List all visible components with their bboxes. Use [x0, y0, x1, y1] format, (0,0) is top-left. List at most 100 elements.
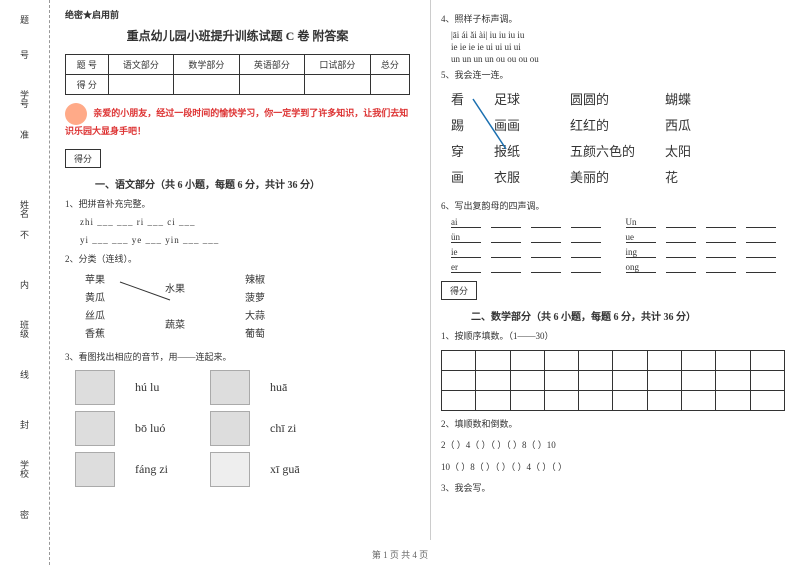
left-column: 绝密★启用前 重点幼儿园小班提升训练试题 C 卷 附答案 题 号 语文部分 数学… [55, 0, 420, 540]
match-item: 报纸 [494, 139, 520, 165]
td: 得 分 [66, 75, 109, 95]
q2-mid: 水果 蔬菜 [165, 272, 185, 344]
watermelon-icon [210, 370, 250, 405]
score-table: 题 号 语文部分 数学部分 英语部分 口试部分 总分 得 分 [65, 54, 410, 95]
bind-label: 号 [18, 50, 31, 59]
match-item: 红红的 [570, 113, 635, 139]
number-grid [441, 350, 785, 411]
q5-g1-right: 足球 画画 报纸 衣服 [494, 87, 520, 191]
pineapple-icon [75, 370, 115, 405]
q5-g2-left: 圆圆的 红红的 五颜六色的 美丽的 [570, 87, 635, 191]
q6-row: ün ue [451, 232, 785, 243]
match-item: 美丽的 [570, 165, 635, 191]
match-item: 香蕉 [85, 326, 105, 344]
secrecy-label: 绝密★启用前 [65, 8, 410, 21]
q6-row: ai Un [451, 217, 785, 228]
td [239, 75, 305, 95]
page-title: 重点幼儿园小班提升训练试题 C 卷 附答案 [65, 27, 410, 44]
q6-row: er ong [451, 262, 785, 273]
right-column: 4、照样子标声调。 |āi ái ǎi ài| iu iu iu iu ie i… [430, 0, 795, 540]
match-item: 花 [665, 165, 691, 191]
pinyin: chī zi [270, 421, 325, 436]
m1-label: 1、按顺序填数。（1——30） [441, 329, 785, 343]
child-icon [65, 103, 87, 125]
q5-g1-left: 看 踢 穿 画 [451, 87, 464, 191]
match-item: 看 [451, 87, 464, 113]
td [305, 75, 371, 95]
td [108, 75, 174, 95]
pinyin: xī guā [270, 462, 325, 477]
m2-line1: 2（ ）4（ ）（ ）（ ）8（ ）10 [441, 437, 785, 453]
bind-label: 班级 [18, 320, 31, 338]
intro-content: 亲爱的小朋友，经过一段时间的愉快学习，你一定学到了许多知识，让我们去知识乐园大显… [65, 108, 408, 136]
gourd-icon [75, 452, 115, 487]
match-item: 穿 [451, 139, 464, 165]
match-item: 苹果 [85, 272, 105, 290]
match-item: 葡萄 [245, 326, 265, 344]
q2-right: 辣椒 菠萝 大蒜 葡萄 [245, 272, 265, 344]
bind-label: 姓名 [18, 200, 31, 218]
match-item: 踢 [451, 113, 464, 139]
q2-match: 苹果 黄瓜 丝瓜 香蕉 水果 蔬菜 辣椒 菠萝 大蒜 葡萄 [85, 272, 410, 344]
q5-label: 5、我会连一连。 [441, 68, 785, 82]
q5-g2-right: 蝴蝶 西瓜 太阳 花 [665, 87, 691, 191]
match-item: 西瓜 [665, 113, 691, 139]
match-item: 蝴蝶 [665, 87, 691, 113]
bind-label: 题 [18, 15, 31, 24]
house-icon [75, 411, 115, 446]
pic-row: fáng zi xī guā [75, 452, 410, 487]
q1-line: zhi ___ ___ ri ___ ci ___ [80, 215, 410, 229]
bind-label: 内 [18, 280, 31, 289]
q4-line: |āi ái ǎi ài| iu iu iu iu [451, 30, 785, 40]
flower-icon [210, 411, 250, 446]
td [370, 75, 409, 95]
bind-label: 封 [18, 420, 31, 429]
intro-text: 亲爱的小朋友，经过一段时间的愉快学习，你一定学到了许多知识，让我们去知识乐园大显… [65, 103, 410, 139]
bind-label: 学校 [18, 460, 31, 478]
match-item: 太阳 [665, 139, 691, 165]
th: 数学部分 [174, 55, 240, 75]
match-item: 水果 [165, 281, 185, 299]
bind-label: 不 [18, 230, 31, 239]
m2-line2: 10（ ）8（ ）（ ）（ ）4（ ）（ ） [441, 459, 785, 475]
q2-label: 2、分类（连线）。 [65, 252, 410, 266]
q6-label: 6、写出复韵母的四声调。 [441, 199, 785, 213]
pic-row: bō luó chī zi [75, 411, 410, 446]
q4-line: un un un un ou ou ou ou [451, 54, 785, 64]
match-lines-svg [85, 272, 335, 352]
q4-line: ie ie ie ie ui ui ui ui [451, 42, 785, 52]
match-item: 衣服 [494, 165, 520, 191]
th: 英语部分 [239, 55, 305, 75]
q3-area: hú lu huā bō luó chī zi fáng zi xī guā [75, 370, 410, 487]
th: 题 号 [66, 55, 109, 75]
pic-row: hú lu huā [75, 370, 410, 405]
m2-label: 2、填顺数和倒数。 [441, 417, 785, 431]
td [174, 75, 240, 95]
match-item: 画画 [494, 113, 520, 139]
match-item: 菠萝 [245, 290, 265, 308]
q1-line: yi ___ ___ ye ___ yin ___ ___ [80, 233, 410, 247]
q4-label: 4、照样子标声调。 [441, 12, 785, 26]
match-item: 画 [451, 165, 464, 191]
q2-left: 苹果 黄瓜 丝瓜 香蕉 [85, 272, 105, 344]
bind-label: 密 [18, 510, 31, 519]
binding-margin: 题 号 学号 准 姓名 不 内 班级 线 封 学校 密 [0, 0, 50, 565]
match-item: 大蒜 [245, 308, 265, 326]
ruler-icon [210, 452, 250, 487]
q5-match: 看 踢 穿 画 足球 画画 报纸 衣服 圆圆的 红红的 五颜六色的 美丽的 蝴蝶… [451, 87, 785, 191]
section-1-title: 一、语文部分（共 6 小题，每题 6 分，共计 36 分） [95, 176, 410, 191]
th: 口试部分 [305, 55, 371, 75]
match-item: 辣椒 [245, 272, 265, 290]
match-item: 丝瓜 [85, 308, 105, 326]
bind-label: 学号 [18, 90, 31, 108]
q3-label: 3、看图找出相应的音节，用——连起来。 [65, 350, 410, 364]
bind-label: 线 [18, 370, 31, 379]
pinyin: huā [270, 380, 325, 395]
section-2-title: 二、数学部分（共 6 小题，每题 6 分，共计 36 分） [471, 308, 785, 323]
th: 语文部分 [108, 55, 174, 75]
match-item: 蔬菜 [165, 317, 185, 335]
match-item: 黄瓜 [85, 290, 105, 308]
pinyin: bō luó [135, 421, 190, 436]
pinyin: fáng zi [135, 462, 190, 477]
th: 总分 [370, 55, 409, 75]
